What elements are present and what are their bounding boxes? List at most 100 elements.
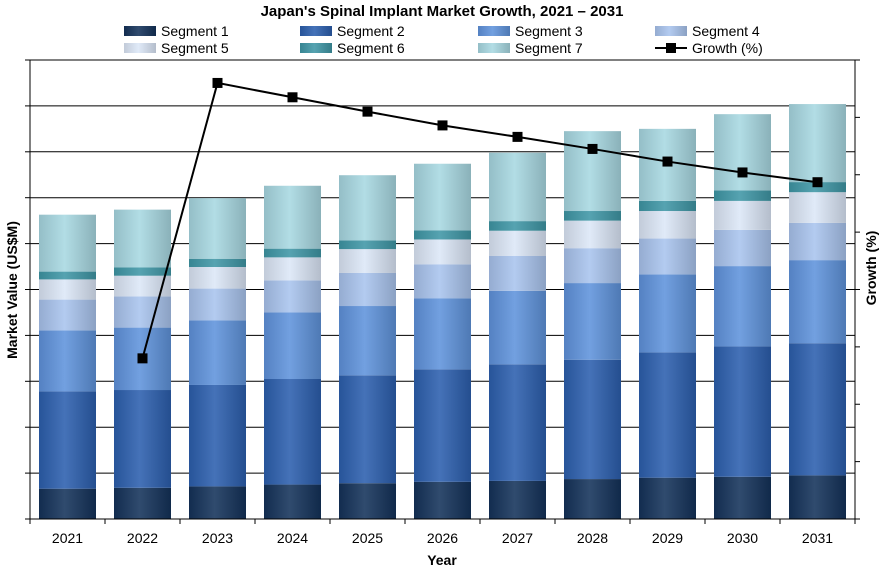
bar-segment-2: [639, 352, 696, 478]
bar-segment-7: [564, 131, 621, 212]
bar-segment-5: [714, 200, 771, 230]
bar-segment-3: [414, 298, 471, 370]
growth-point: [512, 131, 523, 142]
x-tick-label: 2031: [802, 530, 833, 546]
bar-segment-7: [264, 185, 321, 249]
bar-segment-3: [189, 320, 246, 385]
growth-point: [437, 120, 448, 131]
bar-segment-1: [189, 486, 246, 519]
bar-segment-6: [414, 230, 471, 240]
bar-segment-5: [339, 249, 396, 273]
bar-segment-6: [339, 240, 396, 250]
bar-segment-5: [414, 239, 471, 265]
axes: 2021 2022 2023 2024 2025 2026 2027 2028 2029 2030…: [25, 59, 860, 546]
bar-segment-1: [714, 476, 771, 519]
bar-segment-5: [39, 279, 96, 300]
legend-marker: [666, 43, 676, 53]
bar-segment-6: [714, 190, 771, 201]
bar-segment-6: [264, 248, 321, 258]
bar-segment-2: [564, 359, 621, 480]
bar-segment-4: [39, 299, 96, 331]
bar-segment-5: [639, 211, 696, 239]
bar-segment-6: [564, 211, 621, 221]
bar-segment-1: [114, 487, 171, 519]
bar-segment-3: [39, 330, 96, 392]
x-tick-label: 2021: [52, 530, 83, 546]
bar-segment-2: [714, 346, 771, 477]
legend-swatch: [124, 26, 156, 36]
legend-label: Segment 5: [161, 40, 229, 56]
legend-swatch: [124, 43, 156, 53]
growth-point: [587, 143, 598, 154]
bar-segment-3: [489, 290, 546, 365]
legend-label: Growth (%): [692, 40, 763, 56]
bar-segment-6: [189, 258, 246, 268]
bar-segment-5: [789, 192, 846, 223]
bar-segment-3: [339, 306, 396, 376]
x-tick-label: 2026: [427, 530, 458, 546]
bar-segment-2: [414, 369, 471, 482]
bar-segment-1: [489, 480, 546, 519]
chart-title: Japan's Spinal Implant Market Growth, 20…: [261, 3, 624, 20]
bar-segment-7: [789, 104, 846, 183]
bar-segment-2: [114, 390, 171, 488]
bar-segment-1: [339, 483, 396, 519]
legend-label: Segment 1: [161, 23, 229, 39]
bar-segment-4: [789, 222, 846, 261]
bar-segment-1: [564, 479, 621, 519]
bars: [39, 104, 846, 519]
legend-swatch: [300, 43, 332, 53]
legend-label: Segment 3: [515, 23, 583, 39]
bar-segment-1: [264, 484, 321, 519]
bar-segment-2: [489, 364, 546, 481]
bar-segment-2: [789, 343, 846, 476]
growth-line: [137, 77, 823, 364]
legend: Segment 1 Segment 2 Segment 3 Segment 4 Segm…: [124, 23, 763, 56]
bar-segment-4: [414, 264, 471, 299]
bar-segment-3: [264, 312, 321, 380]
bar-segment-1: [39, 488, 96, 519]
bar-segment-7: [189, 198, 246, 259]
legend-label: Segment 4: [692, 23, 760, 39]
x-tick-label: 2030: [727, 530, 758, 546]
bar-segment-4: [264, 280, 321, 313]
growth-point: [737, 167, 748, 178]
growth-point: [812, 177, 823, 188]
bar-segment-2: [189, 384, 246, 487]
growth-point: [287, 92, 298, 103]
bar-segment-5: [264, 257, 321, 281]
legend-label: Segment 2: [337, 23, 405, 39]
bar-segment-7: [489, 152, 546, 222]
bar-segment-5: [114, 275, 171, 297]
growth-point: [137, 353, 148, 364]
bar-segment-1: [789, 475, 846, 519]
bar-segment-1: [639, 477, 696, 519]
bar-segment-2: [264, 379, 321, 485]
bar-segment-4: [564, 248, 621, 284]
x-tick-label: 2028: [577, 530, 608, 546]
x-tick-label: 2029: [652, 530, 683, 546]
bar-segment-4: [339, 272, 396, 307]
bar-segment-7: [339, 175, 396, 241]
bar-segment-5: [564, 220, 621, 249]
growth-point: [362, 106, 373, 117]
bar-segment-7: [39, 214, 96, 272]
bar-segment-4: [489, 255, 546, 291]
legend-label: Segment 6: [337, 40, 405, 56]
bar-segment-6: [114, 267, 171, 276]
bar-segment-2: [339, 375, 396, 484]
bar-segment-6: [639, 200, 696, 212]
bar-segment-3: [714, 266, 771, 347]
bar-segment-4: [114, 296, 171, 328]
bar-segment-3: [789, 260, 846, 344]
bar-segment-5: [189, 267, 246, 289]
x-tick-label: 2024: [277, 530, 308, 546]
growth-point: [662, 156, 673, 167]
growth-point: [212, 77, 223, 88]
x-axis-label: Year: [427, 552, 457, 568]
y2-axis-label: Growth (%): [863, 231, 879, 306]
bar-segment-3: [564, 283, 621, 360]
bar-segment-4: [639, 238, 696, 275]
bar-segment-4: [189, 288, 246, 321]
